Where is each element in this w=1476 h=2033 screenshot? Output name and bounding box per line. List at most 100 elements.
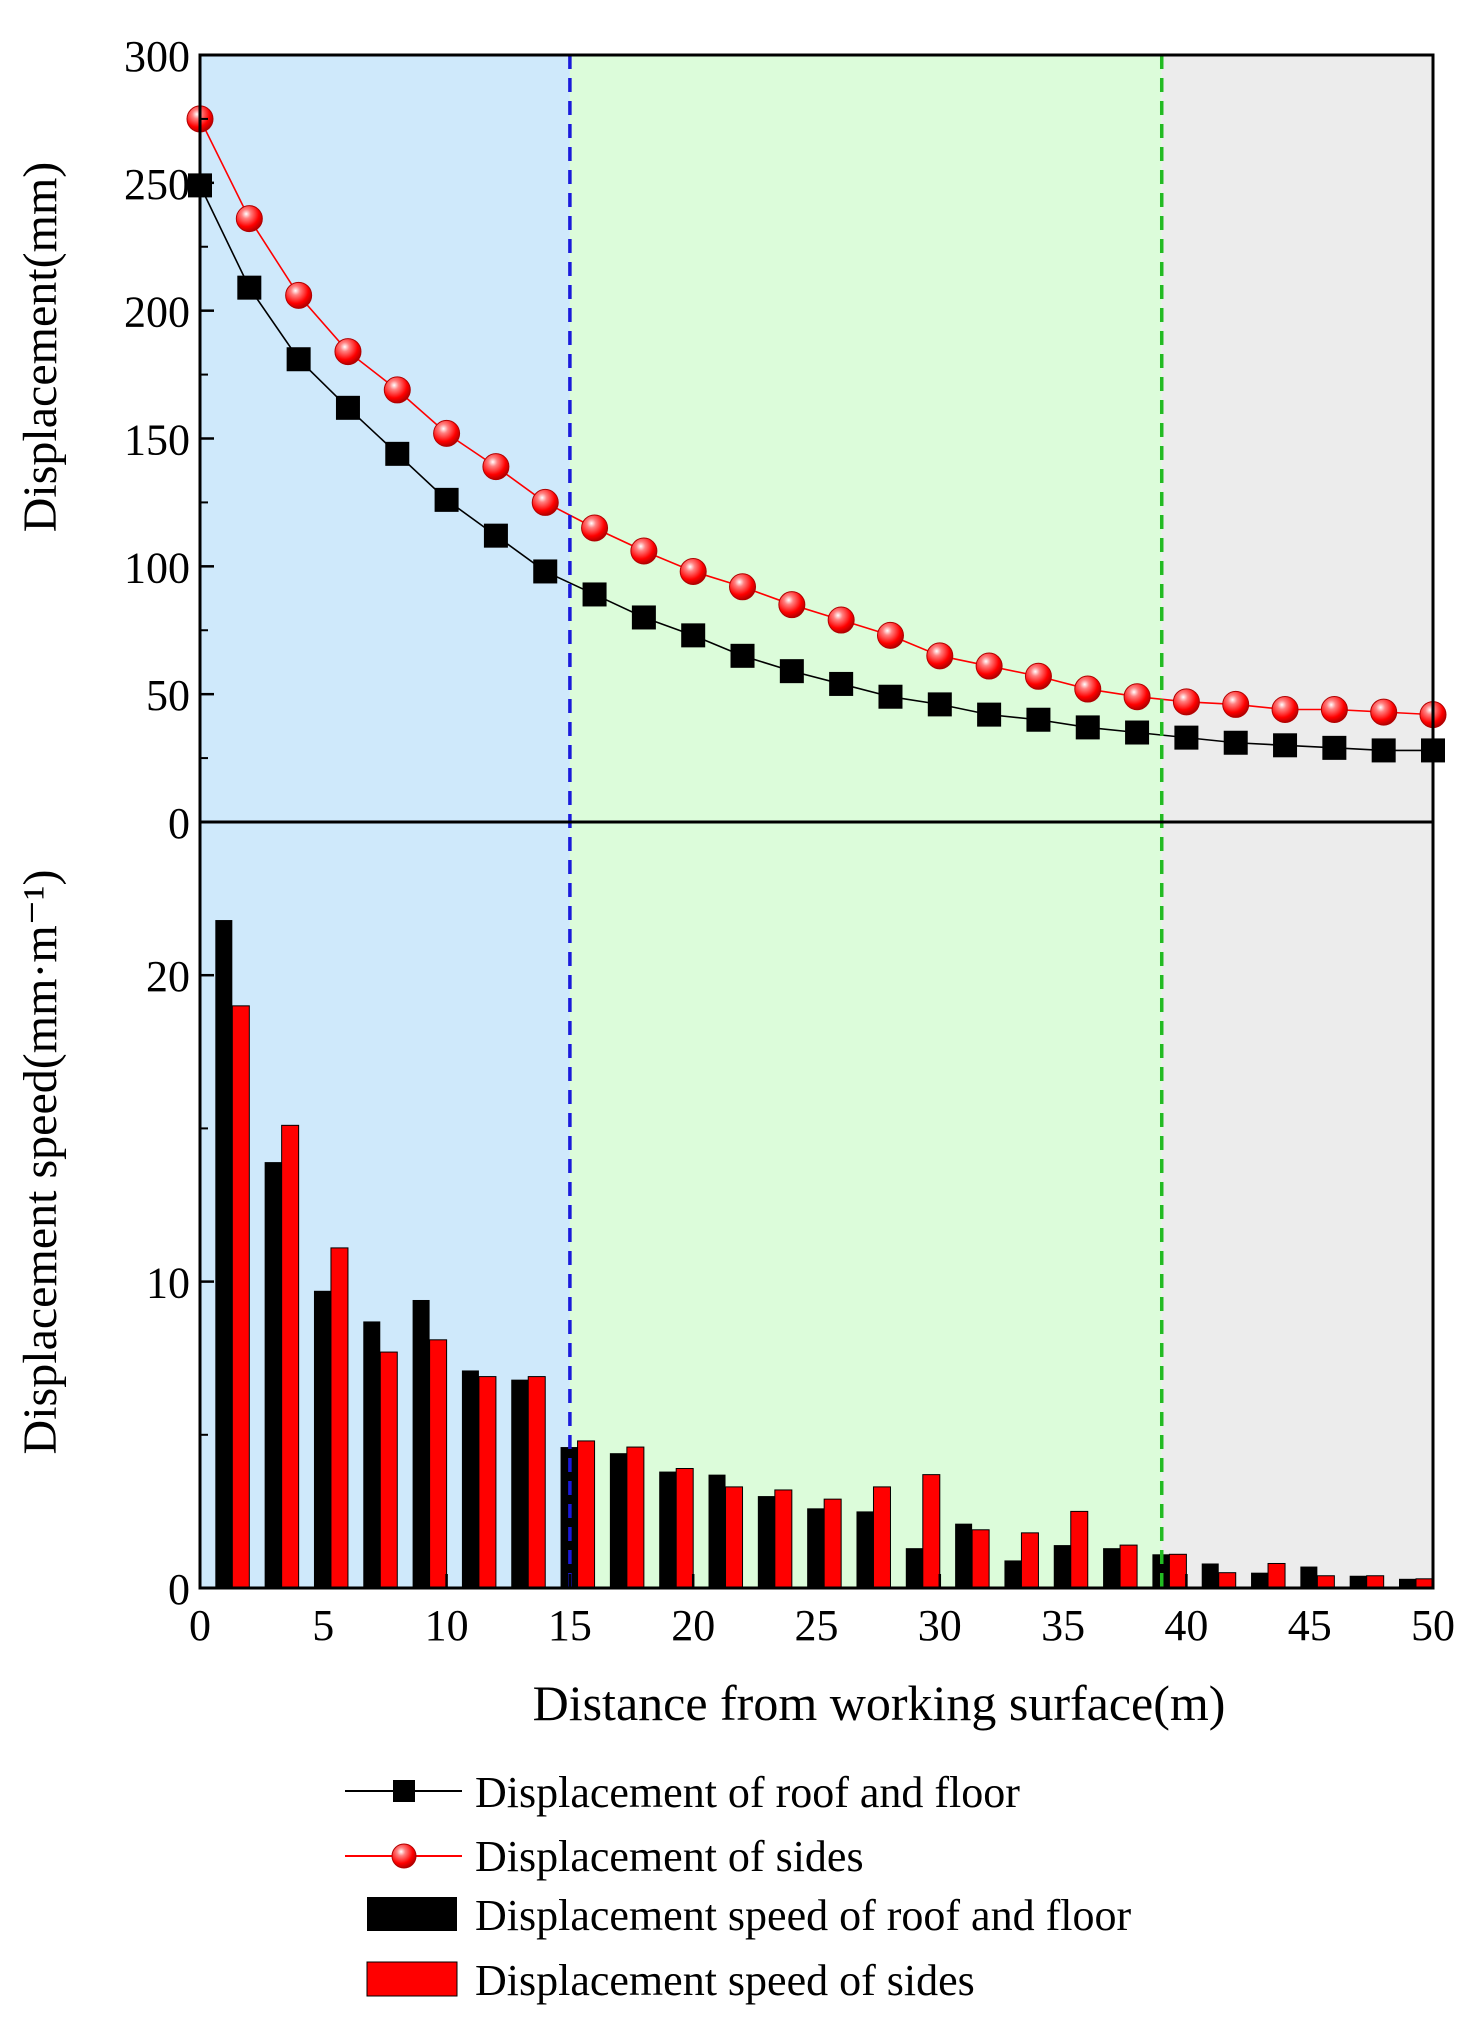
bar-roof-floor-28 bbox=[856, 1511, 874, 1588]
bar-roof-floor-10 bbox=[412, 1299, 430, 1588]
bar-roof-floor-50 bbox=[1399, 1578, 1416, 1588]
bar-sides-22 bbox=[725, 1486, 744, 1589]
bar-sides-42 bbox=[1218, 1572, 1237, 1589]
bar-sides-40 bbox=[1168, 1553, 1187, 1589]
marker-sides-34 bbox=[1024, 662, 1052, 690]
bar-sides-8 bbox=[379, 1351, 398, 1589]
legend-swatch-speed-sides bbox=[366, 1961, 458, 1997]
marker-roof-floor-8 bbox=[385, 441, 410, 466]
bar-sides-24 bbox=[774, 1489, 793, 1589]
tick-label-x-10: 10 bbox=[425, 1601, 469, 1650]
marker-roof-floor-10 bbox=[434, 487, 459, 512]
marker-roof-floor-34 bbox=[1026, 707, 1051, 732]
bar-sides-6 bbox=[330, 1247, 349, 1589]
tick-label-top-y-300: 300 bbox=[124, 32, 190, 81]
tick-label-x-0: 0 bbox=[189, 1601, 211, 1650]
tick-label-x-20: 20 bbox=[671, 1601, 715, 1650]
marker-roof-floor-30 bbox=[927, 692, 952, 717]
bar-roof-floor-36 bbox=[1053, 1545, 1071, 1588]
marker-sides-26 bbox=[827, 606, 855, 634]
marker-sides-14 bbox=[531, 488, 559, 516]
tick-label-x-30: 30 bbox=[918, 1601, 962, 1650]
marker-roof-floor-38 bbox=[1125, 720, 1150, 745]
bar-roof-floor-24 bbox=[757, 1496, 775, 1588]
marker-roof-floor-46 bbox=[1322, 735, 1347, 760]
tick-label-top-y-50: 50 bbox=[146, 671, 190, 720]
bar-sides-44 bbox=[1267, 1562, 1286, 1589]
marker-sides-18 bbox=[630, 537, 658, 565]
tick-label-bottom-y-10: 10 bbox=[146, 1259, 190, 1308]
marker-sides-30 bbox=[926, 642, 954, 670]
marker-roof-floor-16 bbox=[582, 582, 607, 607]
marker-sides-44 bbox=[1271, 696, 1299, 724]
marker-roof-floor-22 bbox=[730, 643, 755, 668]
marker-roof-floor-44 bbox=[1273, 733, 1298, 758]
marker-sides-12 bbox=[482, 453, 510, 481]
legend-swatch-speed-roof-floor bbox=[367, 1897, 457, 1931]
marker-sides-8 bbox=[383, 376, 411, 404]
marker-roof-floor-4 bbox=[286, 347, 311, 372]
marker-sides-42 bbox=[1222, 690, 1250, 718]
legend: Displacement of roof and floor Displacem… bbox=[345, 1768, 1131, 2005]
y-axis-title-top: Displacement(mm) bbox=[14, 162, 67, 533]
marker-roof-floor-2 bbox=[237, 275, 262, 300]
x-axis-title: Distance from working surface(m) bbox=[533, 1675, 1226, 1731]
marker-sides-16 bbox=[581, 514, 609, 542]
marker-roof-floor-6 bbox=[335, 395, 360, 420]
bar-roof-floor-4 bbox=[264, 1162, 282, 1588]
marker-sides-10 bbox=[433, 419, 461, 447]
bar-sides-20 bbox=[675, 1468, 694, 1589]
marker-roof-floor-24 bbox=[779, 659, 804, 684]
tick-label-x-50: 50 bbox=[1411, 1601, 1455, 1650]
bar-sides-2 bbox=[231, 1005, 250, 1589]
bar-sides-28 bbox=[872, 1486, 891, 1589]
marker-sides-32 bbox=[975, 652, 1003, 680]
bar-sides-26 bbox=[823, 1498, 842, 1589]
marker-roof-floor-40 bbox=[1174, 725, 1199, 750]
marker-roof-floor-48 bbox=[1371, 738, 1396, 763]
bar-sides-18 bbox=[626, 1446, 645, 1589]
tick-label-top-y-100: 100 bbox=[124, 543, 190, 592]
marker-sides-28 bbox=[876, 621, 904, 649]
bar-sides-32 bbox=[971, 1529, 990, 1589]
marker-sides-4 bbox=[285, 281, 313, 309]
tick-label-top-y-150: 150 bbox=[124, 416, 190, 465]
marker-sides-22 bbox=[729, 573, 757, 601]
marker-sides-40 bbox=[1172, 688, 1200, 716]
displacement-markers bbox=[186, 105, 1447, 763]
bar-roof-floor-20 bbox=[659, 1471, 677, 1588]
marker-sides-6 bbox=[334, 338, 362, 366]
legend-sphere-marker-icon bbox=[391, 1843, 417, 1869]
tick-label-x-25: 25 bbox=[795, 1601, 839, 1650]
bar-sides-46 bbox=[1316, 1575, 1335, 1589]
bar-sides-12 bbox=[478, 1376, 497, 1589]
marker-roof-floor-28 bbox=[878, 684, 903, 709]
marker-roof-floor-32 bbox=[977, 702, 1002, 727]
bar-sides-10 bbox=[429, 1339, 448, 1589]
marker-roof-floor-36 bbox=[1075, 715, 1100, 740]
marker-sides-38 bbox=[1123, 683, 1151, 711]
tick-label-bottom-y-20: 20 bbox=[146, 952, 190, 1001]
tick-label-bottom-y-0: 0 bbox=[168, 1565, 190, 1614]
bar-roof-floor-32 bbox=[955, 1523, 973, 1588]
bar-roof-floor-44 bbox=[1251, 1572, 1269, 1588]
tick-label-top-y-0: 0 bbox=[168, 799, 190, 848]
marker-roof-floor-12 bbox=[483, 523, 508, 548]
bar-sides-14 bbox=[527, 1376, 546, 1589]
bar-roof-floor-48 bbox=[1349, 1575, 1367, 1588]
tick-label-x-40: 40 bbox=[1164, 1601, 1208, 1650]
marker-sides-36 bbox=[1074, 675, 1102, 703]
legend-label-speed-roof-floor: Displacement speed of roof and floor bbox=[475, 1891, 1131, 1940]
bar-sides-34 bbox=[1020, 1532, 1039, 1589]
marker-sides-24 bbox=[778, 591, 806, 619]
tick-label-x-35: 35 bbox=[1041, 1601, 1085, 1650]
marker-sides-2 bbox=[235, 205, 263, 233]
bar-roof-floor-38 bbox=[1103, 1548, 1121, 1588]
marker-sides-46 bbox=[1320, 696, 1348, 724]
marker-roof-floor-26 bbox=[829, 671, 854, 696]
bar-sides-4 bbox=[281, 1124, 300, 1589]
bar-roof-floor-8 bbox=[363, 1321, 381, 1588]
bar-roof-floor-18 bbox=[609, 1453, 627, 1588]
